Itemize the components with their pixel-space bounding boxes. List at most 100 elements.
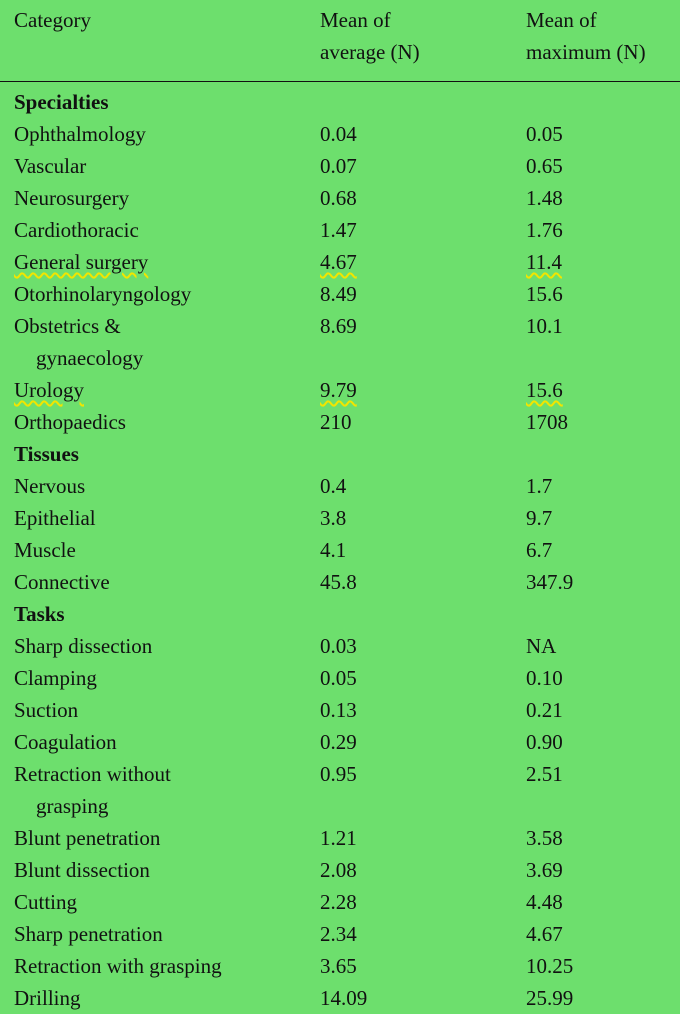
cell-average: 1.47 (320, 214, 526, 246)
cell-category: Sharp dissection (0, 630, 320, 662)
average-value: 2.08 (320, 858, 357, 882)
cell-category: Drilling (0, 982, 320, 1014)
maximum-value: 10.25 (526, 954, 574, 978)
maximum-value: 11.4 (526, 250, 562, 274)
category-label: Sharp penetration (14, 922, 163, 946)
maximum-value: 1.48 (526, 186, 563, 210)
cell-maximum: 9.7 (526, 502, 680, 534)
category-label: Epithelial (14, 506, 96, 530)
maximum-value: 0.65 (526, 154, 563, 178)
cell-maximum: 1.48 (526, 182, 680, 214)
maximum-value: 0.90 (526, 730, 563, 754)
cell-average: 0.05 (320, 662, 526, 694)
maximum-value: 4.67 (526, 922, 563, 946)
cell-maximum: 0.10 (526, 662, 680, 694)
category-label: Connective (14, 570, 110, 594)
maximum-value: 4.48 (526, 890, 563, 914)
cell-maximum: 3.69 (526, 854, 680, 886)
category-label: General surgery (14, 250, 149, 274)
maximum-value: 0.21 (526, 698, 563, 722)
table-row: Connective 45.8 347.9 (0, 566, 680, 598)
table-row: Nervous 0.4 1.7 (0, 470, 680, 502)
category-label: Nervous (14, 474, 86, 498)
cell-category: Blunt dissection (0, 854, 320, 886)
table-body: Specialties Ophthalmology 0.04 0.05 Vascular… (0, 86, 680, 1014)
cell-average: 0.03 (320, 630, 526, 662)
cell-average: 1.21 (320, 822, 526, 854)
category-label: Urology (14, 378, 84, 402)
cell-average: 4.1 (320, 534, 526, 566)
maximum-value: 6.7 (526, 538, 553, 562)
cell-maximum: 0.65 (526, 150, 680, 182)
cell-category: Retraction without grasping (0, 758, 320, 822)
section-title: Tasks (14, 602, 65, 626)
category-label: Drilling (14, 986, 81, 1010)
table-row: Urology 9.79 15.6 (0, 374, 680, 406)
cell-maximum: 1708 (526, 406, 680, 438)
average-value: 45.8 (320, 570, 357, 594)
cell-average: 0.13 (320, 694, 526, 726)
table-row: Sharp penetration 2.34 4.67 (0, 918, 680, 950)
category-label: Blunt dissection (14, 858, 150, 882)
average-value: 0.03 (320, 634, 357, 658)
category-label: Cardiothoracic (14, 218, 139, 242)
category-label: Otorhinolaryngology (14, 282, 192, 306)
cell-category: Connective (0, 566, 320, 598)
cell-category: Epithelial (0, 502, 320, 534)
cell-average: 0.29 (320, 726, 526, 758)
cell-maximum: 0.21 (526, 694, 680, 726)
average-value: 3.65 (320, 954, 357, 978)
maximum-value: 25.99 (526, 986, 574, 1010)
category-label: Cutting (14, 890, 78, 914)
average-value: 0.4 (320, 474, 347, 498)
cell-maximum: 2.51 (526, 758, 680, 822)
cell-average: 3.8 (320, 502, 526, 534)
table-row: Vascular 0.07 0.65 (0, 150, 680, 182)
average-value: 210 (320, 410, 352, 434)
average-value: 0.07 (320, 154, 357, 178)
maximum-value: 0.10 (526, 666, 563, 690)
average-value: 0.13 (320, 698, 357, 722)
average-value: 0.95 (320, 762, 357, 786)
cell-maximum: 10.1 (526, 310, 680, 374)
section-title: Tissues (14, 442, 79, 466)
maximum-value: 1708 (526, 410, 568, 434)
table-header: Category Mean of average (N) Mean of max… (14, 4, 680, 68)
category-label: Vascular (14, 154, 87, 178)
table-row: Suction 0.13 0.21 (0, 694, 680, 726)
cell-average: 2.08 (320, 854, 526, 886)
cell-maximum: 1.7 (526, 470, 680, 502)
category-label-continued: grasping (36, 794, 109, 818)
maximum-value: NA (526, 634, 557, 658)
section-heading: Specialties (0, 86, 680, 118)
maximum-value: 347.9 (526, 570, 574, 594)
cell-maximum: 10.25 (526, 950, 680, 982)
average-value: 0.29 (320, 730, 357, 754)
category-label: Clamping (14, 666, 97, 690)
table-row: Cardiothoracic 1.47 1.76 (0, 214, 680, 246)
average-value: 0.05 (320, 666, 357, 690)
cell-average: 14.09 (320, 982, 526, 1014)
category-label: Blunt penetration (14, 826, 161, 850)
average-value: 8.49 (320, 282, 357, 306)
cell-category: Orthopaedics (0, 406, 320, 438)
cell-average: 8.49 (320, 278, 526, 310)
cell-maximum: 3.58 (526, 822, 680, 854)
cell-average: 0.04 (320, 118, 526, 150)
section-heading: Tasks (0, 598, 680, 630)
cell-average: 45.8 (320, 566, 526, 598)
cell-average: 0.95 (320, 758, 526, 822)
maximum-value: 1.76 (526, 218, 563, 242)
cell-maximum: 4.67 (526, 918, 680, 950)
cell-category: Urology (0, 374, 320, 406)
cell-maximum: 15.6 (526, 278, 680, 310)
cell-category: Otorhinolaryngology (0, 278, 320, 310)
cell-average: 0.68 (320, 182, 526, 214)
table-row: Retraction without grasping 0.95 2.51 (0, 758, 680, 822)
maximum-value: 10.1 (526, 314, 563, 338)
table-row: Clamping 0.05 0.10 (0, 662, 680, 694)
maximum-value: 3.58 (526, 826, 563, 850)
average-value: 4.1 (320, 538, 347, 562)
table-row: Drilling 14.09 25.99 (0, 982, 680, 1014)
cell-maximum: 0.05 (526, 118, 680, 150)
